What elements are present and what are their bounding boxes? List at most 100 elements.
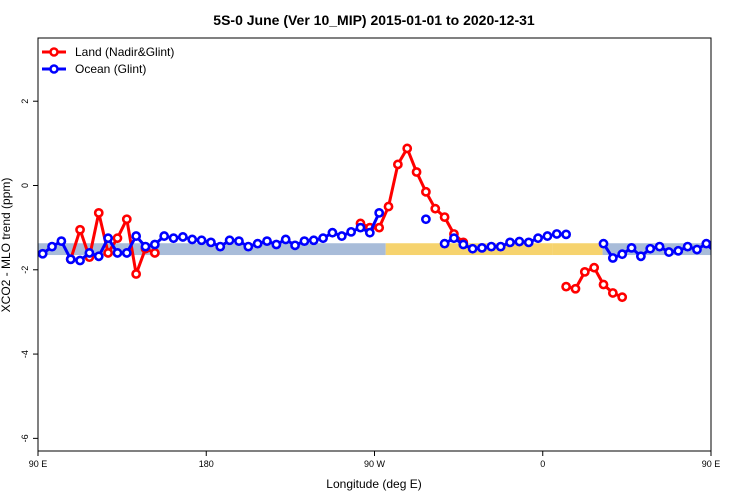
data-point-ocean <box>140 241 151 252</box>
data-point-land <box>149 248 160 258</box>
data-point-ocean <box>206 237 216 248</box>
plot-frame <box>37 37 712 452</box>
data-point-land <box>421 186 431 197</box>
data-point-ocean <box>38 248 48 259</box>
data-point-ocean <box>701 238 711 249</box>
data-point-ocean <box>196 235 207 246</box>
data-point-ocean <box>598 238 609 249</box>
data-point-ocean <box>514 236 525 247</box>
data-point-land <box>383 201 394 212</box>
x-tick-label: 90 E <box>702 459 721 469</box>
data-point-land <box>439 212 450 223</box>
data-point-ocean <box>542 231 553 241</box>
data-point-ocean <box>290 240 300 251</box>
data-point-land <box>561 281 572 292</box>
data-point-ocean <box>308 235 319 246</box>
x-axis: 90 E 180 90 W 0 90 E <box>29 451 721 469</box>
data-point-ocean <box>439 238 450 249</box>
data-point-land <box>402 143 413 154</box>
data-point-ocean <box>271 239 282 250</box>
data-point-ocean <box>467 243 478 254</box>
band-land-2 <box>552 243 603 256</box>
legend-label-ocean: Ocean (Glint) <box>75 62 146 76</box>
x-tick-label: 90 W <box>364 459 386 469</box>
data-point-land <box>617 292 628 303</box>
data-point-land <box>411 167 422 177</box>
legend-label-land: Land (Nadir&Glint) <box>75 45 174 59</box>
data-point-land <box>430 203 441 214</box>
data-point-ocean <box>224 235 235 246</box>
x-tick-label: 0 <box>540 459 545 469</box>
data-point-ocean <box>495 241 506 252</box>
data-point-land <box>103 248 114 258</box>
data-point-land <box>374 222 385 233</box>
data-point-land <box>579 266 590 277</box>
data-point-ocean <box>421 214 431 225</box>
data-point-ocean <box>65 254 76 265</box>
data-point-ocean <box>280 234 291 245</box>
data-point-ocean <box>318 233 328 244</box>
data-point-ocean <box>486 241 497 252</box>
data-point-ocean <box>617 249 628 260</box>
data-point-ocean <box>234 236 244 247</box>
data-point-ocean <box>449 233 459 244</box>
data-point-ocean <box>626 242 637 253</box>
data-point-ocean <box>84 248 95 258</box>
data-point-ocean <box>252 238 263 249</box>
series-land <box>65 143 628 303</box>
y-tick-label: -4 <box>20 350 30 358</box>
data-point-ocean <box>533 233 543 244</box>
data-point-ocean <box>149 239 160 250</box>
data-point-ocean <box>112 248 123 258</box>
data-point-ocean <box>131 231 142 241</box>
data-point-land <box>392 159 403 170</box>
data-point-land <box>570 283 581 294</box>
y-tick-label: 0 <box>20 183 30 188</box>
series-ocean <box>38 207 711 266</box>
data-point-ocean <box>121 248 132 258</box>
data-point-ocean <box>673 245 684 256</box>
data-point-ocean <box>299 236 310 247</box>
data-point-ocean <box>177 232 188 242</box>
series-layer <box>38 143 711 303</box>
data-point-ocean <box>692 244 702 255</box>
data-point-ocean <box>561 229 572 240</box>
data-point-ocean <box>682 241 693 252</box>
data-point-land <box>131 269 142 279</box>
data-point-ocean <box>355 222 366 233</box>
data-point-ocean <box>645 243 656 254</box>
data-point-land <box>93 207 104 218</box>
data-point-ocean <box>664 247 674 257</box>
data-point-land <box>589 262 600 273</box>
data-point-ocean <box>336 231 347 241</box>
data-point-ocean <box>187 234 198 245</box>
legend: Land (Nadir&Glint) Ocean (Glint) <box>42 45 174 76</box>
data-point-ocean <box>215 241 226 252</box>
data-point-ocean <box>262 236 272 247</box>
band-ocean-0 <box>38 243 386 256</box>
data-point-ocean <box>364 227 375 238</box>
data-point-ocean <box>458 239 469 250</box>
data-point-ocean <box>93 251 104 262</box>
data-point-ocean <box>47 241 57 252</box>
data-point-ocean <box>243 241 254 252</box>
data-point-ocean <box>607 253 618 263</box>
data-point-ocean <box>75 255 85 266</box>
x-tick-label: 180 <box>199 459 214 469</box>
data-point-ocean <box>168 233 179 244</box>
data-point-ocean <box>523 237 534 248</box>
data-point-ocean <box>56 236 67 247</box>
data-point-land <box>75 224 85 235</box>
data-point-land <box>607 288 618 298</box>
x-tick-label: 90 E <box>29 459 48 469</box>
data-point-ocean <box>374 207 385 218</box>
data-point-land <box>112 233 123 244</box>
data-point-ocean <box>551 229 562 239</box>
data-point-ocean <box>505 237 515 248</box>
data-point-ocean <box>346 226 357 237</box>
data-point-ocean <box>103 233 114 244</box>
data-point-land <box>121 214 132 225</box>
data-point-ocean <box>635 251 646 262</box>
y-tick-label: 2 <box>20 99 30 104</box>
